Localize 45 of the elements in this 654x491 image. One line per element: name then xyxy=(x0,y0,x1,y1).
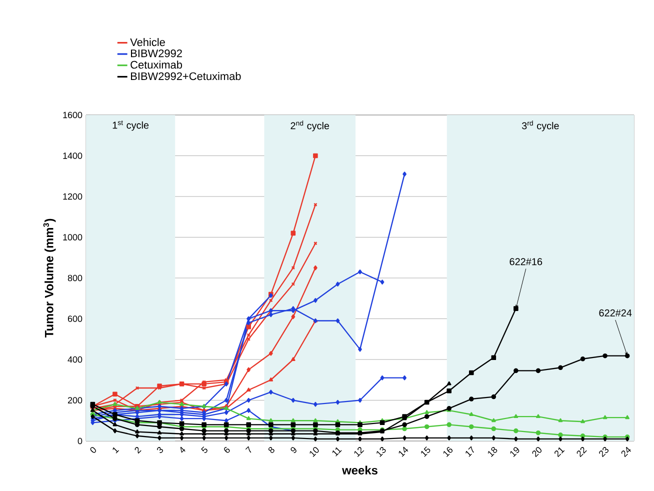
x-tick-label: 0 xyxy=(90,447,96,453)
band-label: 1$^{st}$ cycle xyxy=(112,120,149,131)
y-tick-label: 800 xyxy=(68,274,82,282)
legend-label: BIBW2992 xyxy=(131,49,182,58)
x-tick-label: 2 xyxy=(134,447,142,454)
x-tick-label: 16 xyxy=(443,447,453,457)
x-tick-label: 22 xyxy=(576,447,587,458)
x-tick-label: 24 xyxy=(621,446,631,458)
x-tick-label: 21 xyxy=(554,447,565,458)
x-tick-label: 11 xyxy=(332,447,342,456)
x-tick-label: 8 xyxy=(268,447,274,453)
x-tick-label: 18 xyxy=(488,447,498,457)
x-tick-label: 12 xyxy=(354,447,364,457)
y-tick-label: 1000 xyxy=(63,234,82,240)
x-tick-label: 14 xyxy=(398,446,408,457)
x-tick-label: 17 xyxy=(466,446,474,457)
legend-label: BIBW2992+Cetuximab xyxy=(131,72,241,80)
y-tick-label: 600 xyxy=(68,316,82,322)
x-tick-label: 1 xyxy=(112,447,120,454)
x-tick-label: 19 xyxy=(510,447,520,457)
x-tick-label: 6 xyxy=(224,447,230,453)
x-tick-label: 9 xyxy=(290,447,296,453)
legend-label: Vehicle xyxy=(130,38,165,46)
x-tick-label: 13 xyxy=(376,447,386,457)
legend-label: Cetuximab xyxy=(130,60,182,69)
y-tick-label: 1200 xyxy=(63,193,82,200)
x-tick-label: 20 xyxy=(532,447,542,458)
y-tick-label: 1400 xyxy=(63,152,82,159)
y-tick-label: 0 xyxy=(78,438,82,444)
annotation: 622#16 xyxy=(510,258,542,266)
band-label: 3$^{rd}$ cycle xyxy=(522,120,559,132)
x-tick-label: 10 xyxy=(310,447,319,457)
y-tick-label: 1600 xyxy=(63,112,82,118)
y-tick-label: 400 xyxy=(68,356,82,363)
y-tick-label: 200 xyxy=(68,397,82,404)
x-tick-label: 7 xyxy=(245,446,252,453)
x-axis-title: weeks xyxy=(342,466,378,475)
y-axis-title: Tumor Volume (mm$^{3}$) xyxy=(43,218,56,338)
x-tick-label: 3 xyxy=(157,447,164,453)
x-tick-label: 4 xyxy=(180,446,186,453)
x-tick-label: 5 xyxy=(201,446,208,453)
annotation: 622#24 xyxy=(599,309,632,316)
x-tick-label: 15 xyxy=(421,446,430,457)
x-tick-label: 23 xyxy=(599,447,609,458)
band-label: 2$^{nd}$ cycle xyxy=(290,120,330,132)
